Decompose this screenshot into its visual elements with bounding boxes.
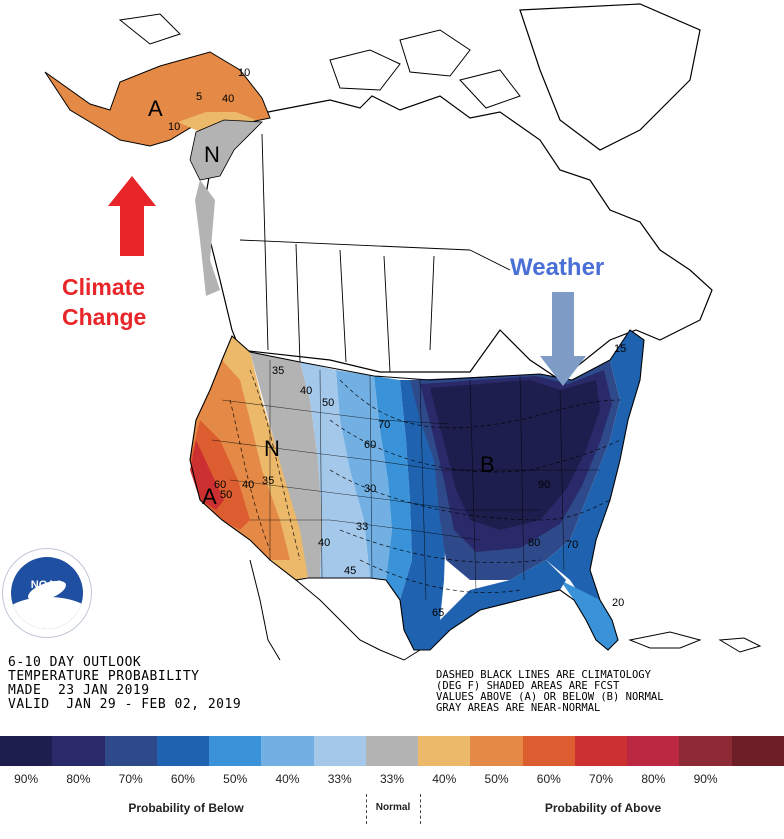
- scale-tick-label: 33%: [327, 772, 352, 786]
- contour-label: 45: [344, 565, 356, 577]
- climate-arrow-icon: [108, 176, 156, 256]
- noaa-logo-text: NOAA: [30, 579, 64, 591]
- climatology-contours: [229, 369, 621, 593]
- scale-tick-label: 33%: [379, 772, 405, 786]
- alaska-above-label: A: [148, 96, 163, 121]
- scale-tick-label: 80%: [66, 772, 91, 786]
- scale-swatch: [52, 736, 106, 766]
- below-scale-title: Probability of Below: [128, 801, 244, 815]
- contour-label: 30: [364, 483, 376, 495]
- made-date: MADE 23 JAN 2019: [8, 683, 150, 698]
- scale-tick-label: 40%: [432, 772, 457, 786]
- climate-label-line2: Change: [62, 304, 147, 330]
- scale-swatch: [156, 736, 210, 766]
- outlook-subtitle: TEMPERATURE PROBABILITY: [8, 669, 200, 684]
- contour-label: 33: [356, 521, 368, 533]
- scale-swatch: [522, 736, 576, 766]
- notes-line-4: GRAY AREAS ARE NEAR-NORMAL: [436, 702, 601, 714]
- scale-swatch: [104, 736, 158, 766]
- canada-landmass: [204, 95, 713, 381]
- east-below-label: B: [480, 452, 495, 477]
- scale-tick-label: 90%: [693, 772, 718, 786]
- scale-tick-label: 90%: [14, 772, 39, 786]
- scale-swatch: [574, 736, 628, 766]
- contour-label: 80: [528, 537, 540, 549]
- contour-label: 50: [322, 397, 334, 409]
- outlook-title: 6-10 DAY OUTLOOK: [8, 655, 142, 670]
- caribbean-islands: [628, 631, 762, 653]
- province-boundaries: [239, 133, 511, 373]
- contour-label: 40: [242, 479, 254, 491]
- scale-tick-label: 80%: [641, 772, 666, 786]
- scale-swatch: [731, 736, 784, 766]
- scale-tick-label: 50%: [223, 772, 248, 786]
- scale-tick-label: 60%: [170, 772, 195, 786]
- contour-label: 70: [566, 539, 578, 551]
- scale-tick-label: 60%: [536, 772, 561, 786]
- scale-tick-label: 70%: [118, 772, 143, 786]
- arctic-islands: [118, 13, 521, 109]
- scale-swatch: [418, 736, 472, 766]
- contour-label: 50: [220, 489, 232, 501]
- notes-line-2: (DEG F) SHADED AREAS ARE FCST: [436, 680, 620, 692]
- outlook-map: 5 10 40 10 35 40 50 70 60 30 33 40 45 60…: [44, 3, 762, 661]
- west-above-label: A: [202, 484, 217, 509]
- scale-swatch: [679, 736, 733, 766]
- contour-label: 15: [614, 343, 626, 355]
- notes-line-1: DASHED BLACK LINES ARE CLIMATOLOGY: [436, 669, 651, 681]
- scale-swatch: [209, 736, 263, 766]
- climate-change-label: Climate Change: [62, 272, 146, 332]
- scale-tick-label: 40%: [275, 772, 300, 786]
- contour-label: 60: [364, 439, 376, 451]
- mexico-outline: [249, 559, 421, 661]
- normal-scale-title: Normal: [375, 802, 411, 813]
- region-letters: A N N A B: [148, 96, 495, 509]
- scale-tick-label: 50%: [484, 772, 509, 786]
- west-normal-label: N: [264, 436, 280, 461]
- scale-swatch: [470, 736, 524, 766]
- scale-swatch: [0, 736, 53, 766]
- alaska-forecast: [44, 51, 271, 296]
- normal-divider-right: [420, 794, 421, 824]
- contour-label: 90: [538, 479, 550, 491]
- contour-label: 40: [222, 93, 234, 105]
- contour-label: 40: [300, 385, 312, 397]
- contour-label: 70: [378, 419, 390, 431]
- scale-swatch: [365, 736, 419, 766]
- alaska-normal-label: N: [204, 142, 220, 167]
- probability-color-scale: [0, 736, 784, 766]
- contour-label: 65: [432, 607, 444, 619]
- contour-labels: 5 10 40 10 35 40 50 70 60 30 33 40 45 60…: [168, 67, 626, 619]
- weather-arrow-icon: [540, 292, 586, 386]
- valid-dates: VALID JAN 29 - FEB 02, 2019: [8, 697, 242, 712]
- scale-swatch: [627, 736, 681, 766]
- climate-label-line1: Climate: [62, 274, 146, 300]
- weather-label: Weather: [510, 254, 605, 281]
- contour-label: 40: [318, 537, 330, 549]
- scale-swatch: [313, 736, 367, 766]
- contour-label: 5: [196, 91, 202, 103]
- contour-label: 10: [168, 121, 180, 133]
- notes-line-3: VALUES ABOVE (A) OR BELOW (B) NORMAL: [436, 691, 664, 703]
- contour-label: 20: [612, 597, 624, 609]
- contour-label: 60: [214, 479, 226, 491]
- normal-divider-left: [366, 794, 367, 824]
- contour-label: 10: [238, 67, 250, 79]
- us-outline: [189, 329, 645, 651]
- scale-tick-label: 70%: [589, 772, 614, 786]
- contour-label: 35: [262, 475, 274, 487]
- scale-swatch: [261, 736, 315, 766]
- state-lines: [211, 360, 600, 601]
- contour-label: 35: [272, 365, 284, 377]
- greenland: [519, 3, 701, 151]
- above-scale-title: Probability of Above: [544, 801, 662, 815]
- noaa-logo: NOAA: [2, 548, 92, 638]
